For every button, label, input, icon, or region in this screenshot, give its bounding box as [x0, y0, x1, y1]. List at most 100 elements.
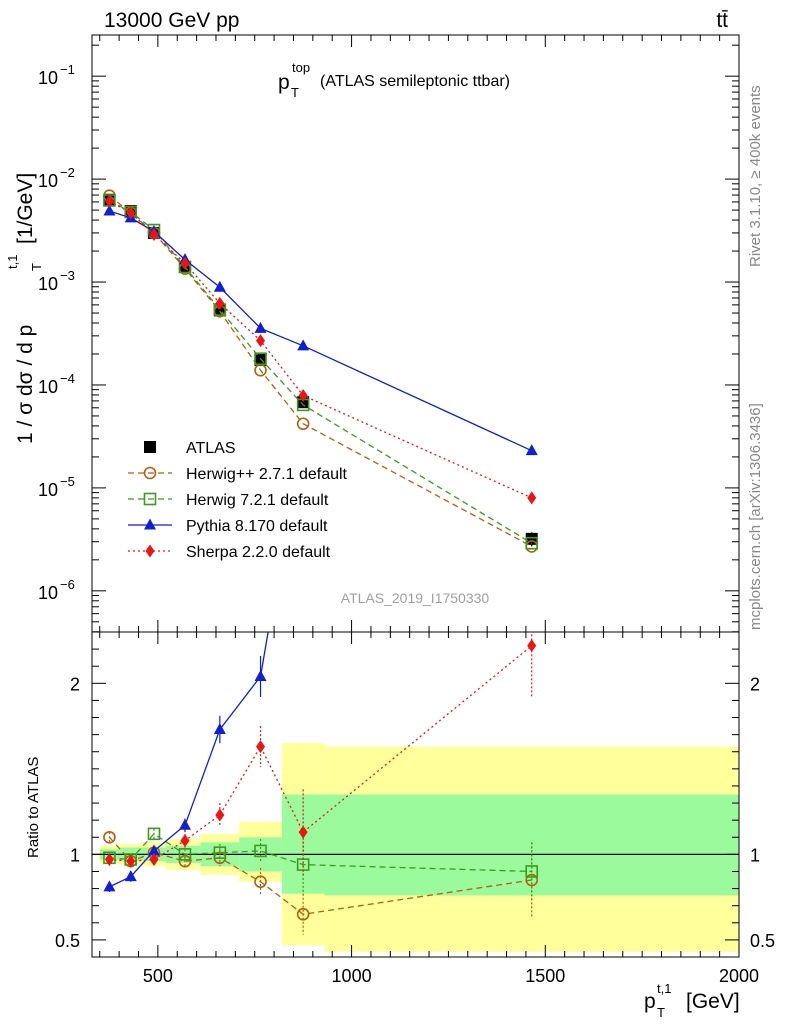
ratio-tick-label-left: 0.5 [55, 931, 80, 951]
data-point [254, 353, 267, 366]
y-axis-label: 1 / σ dσ / d p T t,1 [1/GeV] [5, 173, 44, 444]
ratio-point [103, 830, 116, 844]
ratio-point [178, 818, 191, 830]
ratio-point [149, 853, 159, 866]
ratio-panel: 500 1000 1500 2000 0.5 0.5 1 1 2 2 Ratio to ATLAS [25, 631, 775, 986]
y-tick-exponent: −6 [60, 577, 75, 592]
legend-entry: ATLAS [144, 440, 236, 457]
plot-title: p T top (ATLAS semileptonic ttbar) [278, 60, 510, 100]
y-tick-label: 10 [38, 377, 58, 397]
y-label-sub: T [29, 263, 44, 271]
data-point [254, 321, 267, 333]
y-tick-label: 10 [38, 274, 58, 294]
ratio-point [254, 875, 267, 889]
legend-entry: Sherpa 2.2.0 default [128, 544, 331, 561]
data-point [126, 206, 136, 220]
ratio-point [147, 827, 161, 841]
x-axis-label: p T t,1 [GeV] [644, 981, 740, 1020]
data-point [254, 352, 267, 365]
title-sub: T [291, 85, 299, 100]
ratio-line [109, 632, 269, 888]
data-point [297, 339, 310, 351]
series-line [109, 199, 533, 544]
y-label-sup: t,1 [5, 255, 20, 269]
ratio-data-layer [92, 632, 739, 952]
ratio-point [256, 740, 266, 754]
data-point [527, 491, 537, 505]
ratio-point [254, 844, 267, 858]
ratio-y-label: Ratio to ATLAS [25, 757, 42, 858]
legend-entry: Pythia 8.170 default [128, 518, 328, 535]
ratio-line [108, 836, 532, 915]
legend: ATLAS Herwig++ 2.7.1 default Herwig 7.2.1 … [128, 440, 348, 561]
data-point [525, 444, 538, 456]
series-line [109, 200, 532, 499]
y-tick-exponent: −5 [60, 474, 75, 489]
data-point [256, 334, 266, 348]
legend-label: Sherpa 2.2.0 default [186, 544, 331, 561]
mcplots-label: mcplots.cern.ch [arXiv:1306.3436] [747, 403, 764, 630]
ratio-point [213, 723, 226, 734]
y-label-unit: [1/GeV] [14, 173, 37, 244]
main-data-layer [103, 189, 539, 553]
ratio-series-4 [104, 632, 537, 875]
ratio-point [103, 880, 116, 892]
ratio-point [527, 639, 537, 653]
data-point [149, 227, 159, 241]
x-label-sub: T [657, 1005, 665, 1020]
analysis-watermark: ATLAS_2019_I1750330 [341, 590, 490, 606]
title-rest: (ATLAS semileptonic ttbar) [320, 73, 510, 90]
y-tick-exponent: −1 [60, 62, 75, 77]
ratio-tick-label-right: 2 [750, 674, 760, 694]
y-tick-exponent: −4 [60, 371, 75, 386]
data-point [180, 256, 190, 270]
ratio-point [213, 846, 227, 859]
y-tick-label: 10 [38, 583, 58, 603]
data-point [525, 536, 539, 550]
ratio-tick-label-left: 2 [70, 674, 80, 694]
main-axis-ticks: 10−110−210−310−410−510−6 [38, 35, 740, 633]
ratio-axis-ticks: 500 1000 1500 2000 0.5 0.5 1 1 2 2 [55, 631, 775, 986]
series-3 [103, 204, 538, 456]
x-tick-label: 2000 [719, 966, 759, 986]
ratio-tick-label-right: 0.5 [750, 931, 775, 951]
title-main: p [278, 71, 290, 94]
x-label-unit: [GeV] [686, 990, 740, 1013]
legend-label: Herwig++ 2.7.1 default [186, 466, 348, 483]
y-label-main: 1 / σ dσ / d p [14, 325, 37, 444]
legend-marker [145, 544, 155, 558]
ratio-point [254, 669, 267, 681]
legend-entry: Herwig++ 2.7.1 default [128, 466, 348, 483]
ratio-point [298, 825, 308, 839]
x-label-main: p [644, 990, 656, 1013]
ratio-point [147, 844, 160, 856]
x-label-sup: t,1 [657, 981, 671, 996]
ratio-point [296, 907, 310, 921]
data-point [215, 296, 225, 310]
x-tick-label: 1500 [525, 966, 565, 986]
ratio-point [124, 870, 137, 882]
y-tick-label: 10 [38, 480, 58, 500]
legend-label: Herwig 7.2.1 default [186, 492, 329, 509]
ratio-frame [91, 631, 740, 958]
legend-entry: Herwig 7.2.1 default [128, 492, 329, 509]
process-label: tt̄ [716, 9, 728, 32]
ratio-point [180, 834, 190, 848]
legend-marker [143, 466, 157, 480]
rivet-version-label: Rivet 3.1.10, ≥ 400k events [747, 85, 764, 267]
main-frame [91, 34, 740, 633]
legend-marker [144, 441, 156, 453]
y-tick-label: 10 [38, 68, 58, 88]
main-panel: 10−110−210−310−410−510−6 p T top (ATLAS … [5, 34, 740, 633]
y-tick-label: 10 [38, 171, 58, 191]
data-point [213, 280, 226, 292]
ratio-series-3 [103, 632, 269, 892]
energy-label: 13000 GeV pp [104, 9, 239, 32]
title-sup: top [292, 60, 310, 75]
ratio-point [178, 854, 192, 868]
x-tick-label: 500 [143, 966, 173, 986]
y-tick-exponent: −2 [60, 165, 75, 180]
data-point [104, 194, 114, 208]
series-4 [104, 194, 537, 505]
legend-label: ATLAS [186, 440, 236, 457]
